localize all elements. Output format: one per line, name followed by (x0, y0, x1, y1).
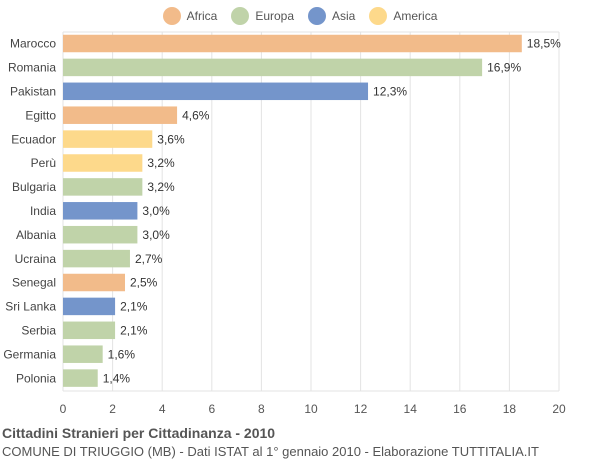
value-label-ucraina: 2,7% (135, 252, 163, 266)
x-tick-label-14: 14 (404, 402, 418, 416)
category-label-pakistan: Pakistan (10, 85, 56, 99)
bar-ecuador (63, 130, 153, 148)
chart-title: Cittadini Stranieri per Cittadinanza - 2… (2, 425, 276, 441)
bar-egitto (63, 106, 178, 124)
value-label-polonia: 1,4% (103, 371, 131, 385)
value-label-bulgaria: 3,2% (147, 180, 175, 194)
category-label-albania: Albania (16, 228, 56, 242)
x-tick-label-10: 10 (304, 402, 318, 416)
legend-label-asia: Asia (332, 9, 356, 23)
category-label-peru: Perù (31, 156, 56, 170)
value-label-india: 3,0% (142, 204, 170, 218)
legend-swatch-america (369, 7, 388, 25)
legend-item-africa: Africa (162, 7, 218, 25)
value-label-senegal: 2,5% (130, 276, 158, 290)
value-label-marocco: 18,5% (527, 37, 561, 51)
value-label-sri-lanka: 2,1% (120, 300, 148, 314)
category-label-germania: Germania (3, 347, 56, 361)
legend-label-america: America (393, 9, 438, 23)
x-tick-label-0: 0 (60, 402, 67, 416)
legend-swatch-africa (162, 7, 181, 25)
category-label-polonia: Polonia (16, 371, 56, 385)
x-tick-label-20: 20 (552, 402, 566, 416)
bar-romania (63, 58, 483, 77)
bar-pakistan (63, 82, 369, 101)
x-tick-label-18: 18 (503, 402, 517, 416)
legend-swatch-asia (308, 7, 327, 25)
x-tick-label-16: 16 (453, 402, 467, 416)
value-label-pakistan: 12,3% (373, 85, 407, 99)
x-tick-label-12: 12 (354, 402, 368, 416)
bar-senegal (63, 273, 125, 292)
category-label-sri-lanka: Sri Lanka (5, 300, 56, 314)
category-label-india: India (30, 204, 56, 218)
bar-bulgaria (63, 178, 143, 196)
bar-chart: 0 2 4 6 8 10 12 14 16 18 20 Marocco 18,5% Romania 16,9… (3, 31, 566, 416)
chart-legend: Africa Europa Asia America (0, 5, 600, 27)
category-label-serbia: Serbia (21, 324, 56, 338)
value-label-albania: 3,0% (142, 228, 170, 242)
bar-marocco (63, 34, 522, 53)
category-label-bulgaria: Bulgaria (12, 180, 56, 194)
legend-item-america: America (369, 7, 437, 25)
value-label-romania: 16,9% (487, 61, 521, 75)
category-label-marocco: Marocco (10, 37, 56, 51)
value-label-ecuador: 3,6% (157, 132, 185, 146)
x-tick-label-4: 4 (159, 402, 166, 416)
bar-india (63, 202, 138, 220)
bar-ucraina (63, 249, 130, 268)
category-label-egitto: Egitto (25, 108, 56, 122)
category-label-romania: Romania (8, 61, 56, 75)
x-tick-label-2: 2 (109, 402, 116, 416)
bar-polonia (63, 369, 98, 387)
category-label-ucraina: Ucraina (15, 252, 57, 266)
value-label-germania: 1,6% (108, 347, 136, 361)
x-tick-label-8: 8 (258, 402, 265, 416)
x-tick-label-6: 6 (208, 402, 215, 416)
category-label-ecuador: Ecuador (11, 132, 56, 146)
legend-item-europa: Europa (231, 7, 294, 25)
bar-albania (63, 225, 138, 244)
value-label-serbia: 2,1% (120, 324, 148, 338)
bar-serbia (63, 321, 116, 340)
bar-peru (63, 154, 143, 172)
category-label-senegal: Senegal (12, 276, 56, 290)
legend-swatch-europa (231, 7, 250, 25)
legend-label-africa: Africa (186, 9, 218, 23)
chart-subtitle: COMUNE DI TRIUGGIO (MB) - Dati ISTAT al … (2, 444, 539, 459)
value-label-peru: 3,2% (147, 156, 175, 170)
bar-sri-lanka (63, 297, 116, 316)
bar-germania (63, 345, 103, 363)
legend-label-europa: Europa (255, 9, 295, 23)
value-label-egitto: 4,6% (182, 108, 210, 122)
legend-item-asia: Asia (308, 7, 355, 25)
